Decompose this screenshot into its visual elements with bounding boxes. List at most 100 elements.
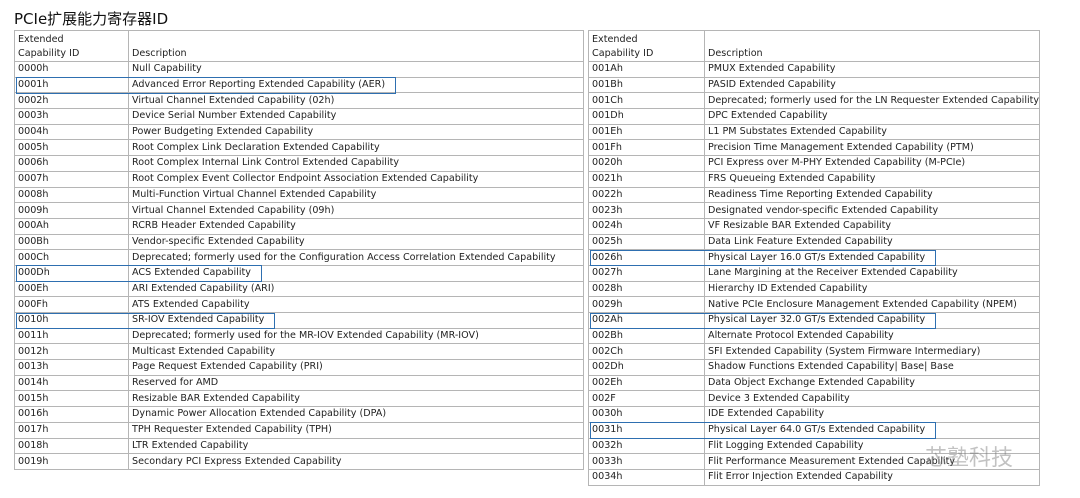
description: Reserved for AMD	[132, 377, 219, 389]
table-row: 0027h Lane Margining at the Receiver Exte…	[588, 264, 1040, 282]
table-row: 0032h Flit Logging Extended Capability	[588, 437, 1040, 455]
capability-id: 0017h	[18, 424, 49, 436]
description: Device 3 Extended Capability	[708, 392, 850, 404]
id-cell: 002Ch	[588, 343, 705, 361]
capability-id: 002F	[592, 392, 616, 404]
description-cell: Virtual Channel Extended Capability (09h…	[128, 202, 584, 219]
table-row: 0012h Multicast Extended Capability	[14, 343, 584, 361]
capability-id: 001Bh	[592, 79, 623, 91]
description: Multicast Extended Capability	[132, 345, 276, 357]
id-cell: 0014h	[14, 374, 129, 392]
description: VF Resizable BAR Extended Capability	[708, 220, 892, 232]
capability-id: 0033h	[592, 455, 623, 467]
capability-id: 0032h	[592, 439, 623, 451]
capability-id: 000Bh	[18, 235, 49, 247]
description-cell: Reserved for AMD	[128, 374, 584, 392]
id-cell: 000Ch	[14, 249, 129, 266]
id-cell: 0001h	[14, 76, 129, 94]
id-cell: 0021h	[588, 170, 705, 188]
header-row: Extended Capability ID Description	[588, 30, 1040, 62]
id-cell: 0027h	[588, 264, 705, 282]
capability-id: 0014h	[18, 377, 49, 389]
id-cell: 0023h	[588, 202, 705, 219]
description: Multi-Function Virtual Channel Extended …	[132, 188, 377, 200]
table-row: 000Ch Deprecated; formerly used for the C…	[14, 249, 584, 266]
capability-id: 0020h	[592, 157, 623, 169]
description-cell: Root Complex Event Collector Endpoint As…	[128, 170, 584, 188]
description-cell: RCRB Header Extended Capability	[128, 217, 584, 235]
description-cell: Null Capability	[128, 61, 584, 78]
description-cell: PMUX Extended Capability	[704, 61, 1040, 78]
capability-id: 0004h	[18, 126, 49, 138]
capability-table: Extended Capability ID Description 0000h Nu…	[14, 30, 584, 470]
capability-id: 0006h	[18, 157, 49, 169]
capability-id: 0025h	[592, 235, 623, 247]
id-cell: 002Dh	[588, 359, 705, 376]
capability-id: 0028h	[592, 282, 623, 294]
table-row: 0009h Virtual Channel Extended Capability…	[14, 202, 584, 219]
capability-id: 000Eh	[18, 282, 49, 294]
table-row: 001Eh L1 PM Substates Extended Capability	[588, 123, 1040, 141]
description-cell: Data Object Exchange Extended Capability	[704, 374, 1040, 392]
description-cell: ACS Extended Capability	[128, 264, 584, 282]
description: Flit Logging Extended Capability	[708, 439, 864, 451]
capability-id: 0031h	[592, 424, 623, 436]
description-cell: Multi-Function Virtual Channel Extended …	[128, 186, 584, 204]
description: Advanced Error Reporting Extended Capabi…	[132, 79, 386, 91]
id-cell: 002F	[588, 390, 705, 408]
table-row: 0003h Device Serial Number Extended Capab…	[14, 108, 584, 125]
capability-id: 000Ah	[18, 220, 49, 232]
id-cell: 0013h	[14, 359, 129, 376]
description-cell: Precision Time Management Extended Capab…	[704, 139, 1040, 157]
description: Hierarchy ID Extended Capability	[708, 282, 868, 294]
description: Physical Layer 16.0 GT/s Extended Capabi…	[708, 251, 926, 263]
table-row: 0001h Advanced Error Reporting Extended C…	[14, 76, 584, 94]
description-cell: Device 3 Extended Capability	[704, 390, 1040, 408]
capability-id: 001Dh	[592, 110, 624, 122]
description: SFI Extended Capability (System Firmware…	[708, 345, 981, 357]
description: Precision Time Management Extended Capab…	[708, 141, 974, 153]
capability-id: 001Eh	[592, 126, 623, 138]
description: Flit Error Injection Extended Capability	[708, 471, 893, 483]
id-cell: 000Fh	[14, 296, 129, 313]
table-row: 0025h Data Link Feature Extended Capabili…	[588, 233, 1040, 251]
table-row: 0000h Null Capability	[14, 61, 584, 78]
description-cell: ATS Extended Capability	[128, 296, 584, 313]
description-cell: Root Complex Link Declaration Extended C…	[128, 139, 584, 157]
table-row: 0005h Root Complex Link Declaration Exten…	[14, 139, 584, 157]
id-cell: 0007h	[14, 170, 129, 188]
id-cell: 0029h	[588, 296, 705, 313]
capability-id: 0001h	[18, 79, 49, 91]
capability-id: 0026h	[592, 251, 623, 263]
description-cell: IDE Extended Capability	[704, 406, 1040, 423]
capability-id: 0013h	[18, 361, 49, 373]
table-row: 000Bh Vendor-specific Extended Capability	[14, 233, 584, 251]
description-cell: Designated vendor-specific Extended Capa…	[704, 202, 1040, 219]
description: LTR Extended Capability	[132, 439, 249, 451]
description: FRS Queueing Extended Capability	[708, 173, 876, 185]
id-cell: 0025h	[588, 233, 705, 251]
description-cell: L1 PM Substates Extended Capability	[704, 123, 1040, 141]
id-cell: 001Ah	[588, 61, 705, 78]
table-row: 002Eh Data Object Exchange Extended Capab…	[588, 374, 1040, 392]
capability-id: 0023h	[592, 204, 623, 216]
table-row: 0021h FRS Queueing Extended Capability	[588, 170, 1040, 188]
id-cell: 0002h	[14, 92, 129, 110]
description: Dynamic Power Allocation Extended Capabi…	[132, 408, 387, 420]
id-cell: 0024h	[588, 217, 705, 235]
capability-id: 0021h	[592, 173, 623, 185]
description: Physical Layer 64.0 GT/s Extended Capabi…	[708, 424, 926, 436]
table-row: 001Ch Deprecated; formerly used for the L…	[588, 92, 1040, 110]
description: PCI Express over M-PHY Extended Capabili…	[708, 157, 966, 169]
description: Designated vendor-specific Extended Capa…	[708, 204, 939, 216]
table-row: 000Dh ACS Extended Capability	[14, 264, 584, 282]
description: Physical Layer 32.0 GT/s Extended Capabi…	[708, 314, 926, 326]
table-row: 001Ah PMUX Extended Capability	[588, 61, 1040, 78]
table-row: 0015h Resizable BAR Extended Capability	[14, 390, 584, 408]
description-cell: Deprecated; formerly used for the Config…	[128, 249, 584, 266]
description-cell: PCI Express over M-PHY Extended Capabili…	[704, 155, 1040, 172]
id-cell: 0030h	[588, 406, 705, 423]
capability-id: 0010h	[18, 314, 49, 326]
description: Page Request Extended Capability (PRI)	[132, 361, 323, 373]
table-row: 0002h Virtual Channel Extended Capability…	[14, 92, 584, 110]
